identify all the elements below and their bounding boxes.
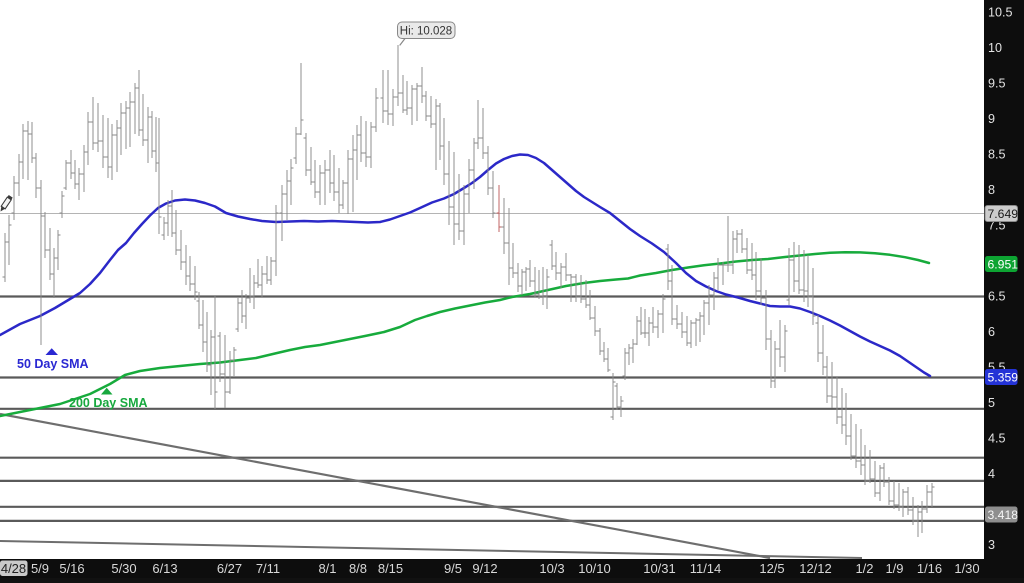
svg-text:8/8: 8/8 <box>349 561 367 576</box>
svg-text:6: 6 <box>988 325 995 339</box>
svg-text:5/16: 5/16 <box>59 561 84 576</box>
svg-text:12/5: 12/5 <box>759 561 784 576</box>
svg-text:7.649: 7.649 <box>988 207 1019 221</box>
svg-text:10.5: 10.5 <box>988 5 1013 19</box>
svg-text:3: 3 <box>988 538 995 552</box>
svg-text:9: 9 <box>988 112 995 126</box>
svg-text:9/5: 9/5 <box>444 561 462 576</box>
svg-text:50 Day SMA: 50 Day SMA <box>17 357 89 371</box>
svg-text:10: 10 <box>988 41 1002 55</box>
svg-text:200 Day SMA: 200 Day SMA <box>69 396 148 410</box>
svg-text:8.5: 8.5 <box>988 147 1006 161</box>
svg-text:6/13: 6/13 <box>152 561 177 576</box>
svg-text:8/1: 8/1 <box>318 561 336 576</box>
svg-text:5/9: 5/9 <box>31 561 49 576</box>
svg-text:11/14: 11/14 <box>690 561 722 576</box>
svg-text:10/31: 10/31 <box>643 561 676 576</box>
svg-text:7/11: 7/11 <box>256 561 280 576</box>
svg-text:10/3: 10/3 <box>539 561 564 576</box>
svg-text:6/27: 6/27 <box>217 561 242 576</box>
svg-text:Hi: 10.028: Hi: 10.028 <box>400 26 452 38</box>
svg-text:3.418: 3.418 <box>988 508 1019 522</box>
svg-text:4.5: 4.5 <box>988 431 1006 445</box>
svg-text:9/12: 9/12 <box>472 561 497 576</box>
svg-text:1/2: 1/2 <box>855 561 873 576</box>
svg-text:1/30: 1/30 <box>954 561 979 576</box>
svg-text:5/30: 5/30 <box>111 561 136 576</box>
svg-text:9.5: 9.5 <box>988 76 1006 90</box>
svg-text:5.359: 5.359 <box>988 370 1019 384</box>
svg-text:4/28: 4/28 <box>1 561 26 576</box>
svg-text:8: 8 <box>988 183 995 197</box>
svg-text:8/15: 8/15 <box>378 561 403 576</box>
svg-text:6.5: 6.5 <box>988 289 1006 303</box>
svg-text:1/9: 1/9 <box>885 561 903 576</box>
svg-text:1/16: 1/16 <box>917 561 942 576</box>
svg-text:10/10: 10/10 <box>578 561 611 576</box>
svg-text:6.951: 6.951 <box>988 257 1019 271</box>
svg-text:12/12: 12/12 <box>799 561 832 576</box>
svg-text:4: 4 <box>988 467 995 481</box>
svg-text:5: 5 <box>988 396 995 410</box>
